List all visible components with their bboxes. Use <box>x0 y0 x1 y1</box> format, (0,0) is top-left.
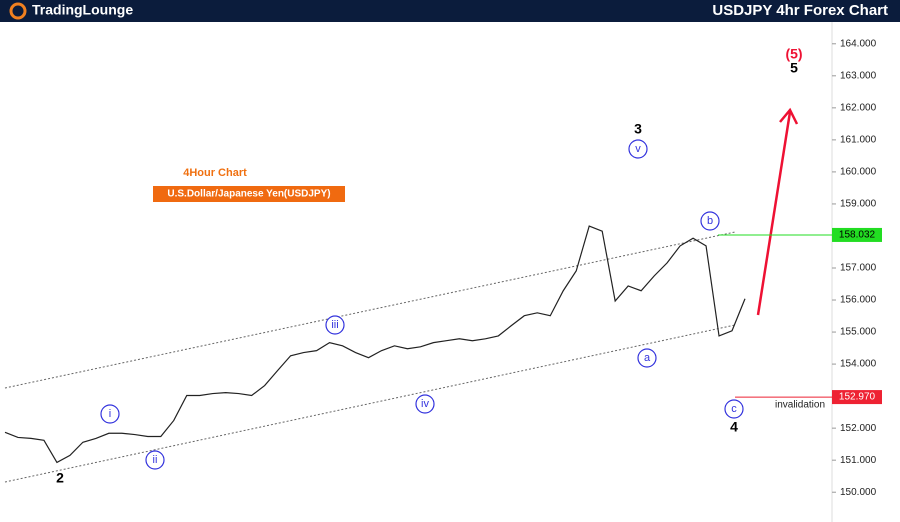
level-box <box>832 227 882 242</box>
chart-subtitle: 4Hour Chart <box>183 167 247 179</box>
y-tick-label: 164.000 <box>840 38 877 49</box>
level-label: 152.970 <box>839 392 876 403</box>
y-tick-label: 160.000 <box>840 167 877 178</box>
logo: TradingLounge <box>32 2 133 18</box>
projection-arrow <box>756 111 792 316</box>
wave-circle <box>325 315 345 335</box>
wave-circle <box>100 404 120 424</box>
wave-label: v <box>635 143 641 155</box>
wave-circle <box>628 139 648 159</box>
level-label: 158.032 <box>839 230 876 241</box>
wave-label: c <box>731 403 737 415</box>
instrument-label: U.S.Dollar/Japanese Yen(USDJPY) <box>167 189 330 200</box>
y-tick-label: 161.000 <box>840 135 877 146</box>
wave-label: 4 <box>730 419 738 435</box>
wave-label: b <box>707 215 713 227</box>
wave-circle <box>724 399 744 419</box>
arrow-head <box>779 107 799 125</box>
wave-circle <box>637 348 657 368</box>
instrument-box <box>153 186 345 202</box>
level-box <box>832 390 882 405</box>
y-tick-label: 157.000 <box>840 263 877 274</box>
wave-label: a <box>644 352 651 364</box>
wave-label: i <box>109 408 111 420</box>
y-tick-label: 150.000 <box>840 487 877 498</box>
channel-lower <box>4 324 736 483</box>
wave-label: 2 <box>56 470 64 486</box>
wave-circle <box>145 450 165 470</box>
y-tick-label: 151.000 <box>840 455 877 466</box>
wave-label: (5) <box>785 46 802 62</box>
wave-label: iv <box>421 398 429 410</box>
price-line <box>4 225 746 464</box>
channel-upper <box>4 231 736 389</box>
wave-label: ii <box>153 454 158 466</box>
y-tick-label: 163.000 <box>840 70 877 81</box>
wave-circle <box>700 211 720 231</box>
y-tick-label: 154.000 <box>840 359 877 370</box>
y-tick-label: 152.000 <box>840 423 877 434</box>
wave-circle <box>415 394 435 414</box>
wave-label: 3 <box>634 121 642 137</box>
y-tick-label: 155.000 <box>840 327 877 338</box>
y-tick-label: 159.000 <box>840 199 877 210</box>
wave-label: 5 <box>790 60 798 76</box>
page-title: USDJPY 4hr Forex Chart <box>712 2 888 19</box>
logo-icon <box>9 2 27 20</box>
header-bar <box>0 0 900 22</box>
y-tick-label: 156.000 <box>840 295 877 306</box>
invalidation-label: invalidation <box>775 400 825 411</box>
y-tick-label: 162.000 <box>840 102 877 113</box>
wave-label: iii <box>331 319 338 331</box>
